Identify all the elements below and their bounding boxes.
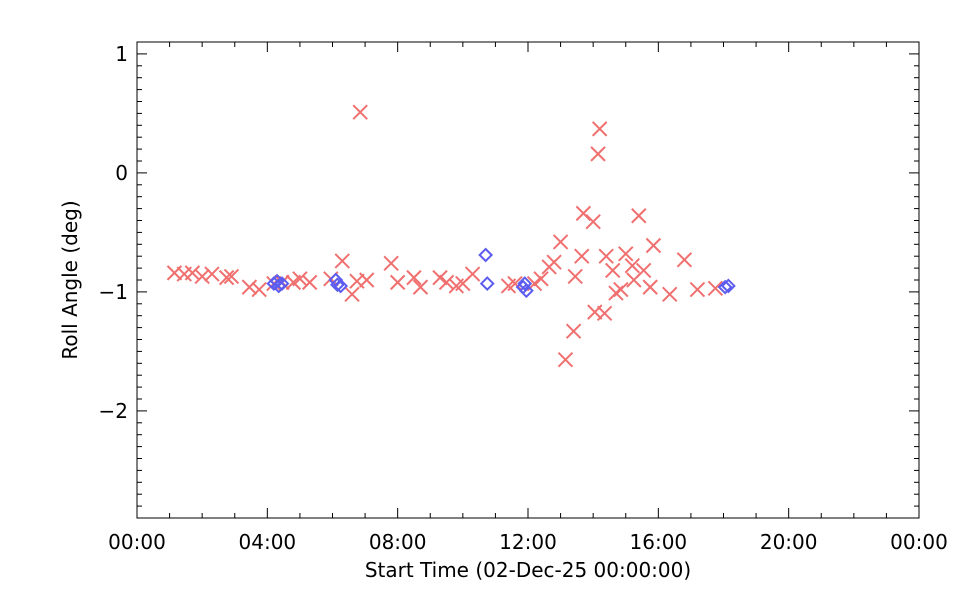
x-marker-point (591, 121, 608, 137)
x-marker-point (565, 323, 582, 339)
x-tick-label: 12:00 (499, 530, 557, 554)
x-marker-point (383, 255, 399, 272)
x-marker-point (389, 274, 406, 291)
diamond-marker-point (271, 278, 287, 294)
x-marker-point (301, 274, 318, 291)
y-axis-title: Roll Angle (deg) (58, 200, 82, 359)
x-marker-point (662, 286, 678, 302)
x-marker-point (613, 281, 629, 298)
x-marker-point (344, 286, 360, 302)
plot-frame (136, 41, 920, 519)
x-marker-point (689, 281, 706, 298)
x-marker-point (546, 254, 562, 270)
x-marker-point (574, 248, 590, 264)
x-marker-point (507, 275, 523, 292)
x-tick-label: 20:00 (760, 530, 818, 554)
x-marker-point (596, 305, 613, 322)
x-marker-point (533, 271, 549, 287)
x-marker-point (334, 253, 350, 269)
x-marker-point (218, 269, 235, 286)
y-tick-label: −2 (99, 399, 128, 423)
x-marker-point (567, 268, 583, 285)
x-marker-point (585, 213, 601, 230)
x-marker-point (251, 281, 267, 298)
x-marker-point (292, 271, 308, 287)
diamond-marker-point (518, 283, 534, 299)
x-marker-point (204, 266, 220, 282)
y-tick-label: 0 (115, 161, 128, 185)
x-tick-label: 04:00 (239, 530, 297, 554)
x-marker-point (575, 205, 592, 222)
x-marker-point (412, 279, 429, 295)
x-marker-point (707, 280, 724, 297)
x-tick-label: 00:00 (108, 530, 166, 554)
diamond-marker-point (274, 276, 290, 291)
diamond-marker-point (717, 279, 733, 295)
x-marker-point (645, 237, 662, 254)
x-marker-point (352, 104, 368, 120)
x-marker-point (552, 234, 569, 250)
x-marker-point (631, 208, 647, 224)
x-marker-point (194, 268, 210, 285)
y-tick-label: 1 (115, 42, 128, 66)
diamond-marker-point (333, 278, 349, 294)
x-marker-point (241, 279, 258, 295)
x-marker-point (590, 146, 606, 162)
x-marker-point (464, 266, 481, 282)
tick-labels: 00:00 04:00 08:00 12:00 16:00 20:00 00:00 1 0 −1 −… (99, 42, 948, 554)
x-marker-point (635, 262, 652, 279)
x-marker-point (605, 262, 621, 279)
x-marker-point (624, 258, 640, 274)
data-points (166, 104, 736, 368)
x-marker-point (406, 269, 422, 286)
x-marker-point (598, 248, 614, 264)
x-marker-point (557, 352, 574, 368)
x-marker-point (432, 269, 448, 286)
x-axis-title: Start Time (02-Dec-25 00:00:00) (365, 558, 691, 582)
x-marker-point (618, 246, 634, 262)
diamond-marker-point (479, 276, 495, 291)
x-tick-label: 00:00 (890, 530, 948, 554)
diamond-marker-point (517, 276, 533, 291)
x-marker-point (359, 272, 375, 288)
diamond-marker-point (329, 277, 345, 293)
x-marker-point (223, 268, 240, 285)
y-tick-label: −1 (99, 280, 128, 304)
x-marker-point (676, 252, 693, 268)
x-marker-point (184, 265, 201, 281)
x-tick-label: 16:00 (630, 530, 688, 554)
diamond-marker-point (478, 247, 494, 263)
x-tick-label: 08:00 (369, 530, 427, 554)
x-marker-point (642, 279, 658, 295)
x-marker-point (438, 274, 455, 291)
diamond-marker-point (720, 278, 736, 294)
